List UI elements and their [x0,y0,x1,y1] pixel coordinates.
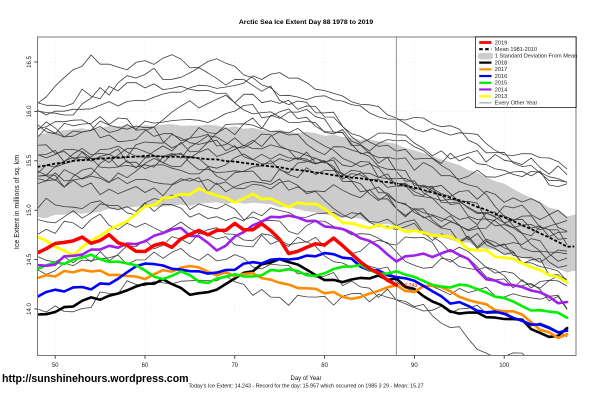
svg-text:15.5: 15.5 [27,154,33,166]
svg-text:14.5: 14.5 [27,253,33,265]
svg-text:90: 90 [411,363,418,369]
svg-text:Mean 1981-2010: Mean 1981-2010 [495,47,537,53]
svg-text:2017: 2017 [495,67,507,73]
svg-text:70: 70 [231,363,238,369]
svg-text:Arctic Sea Ice Extent Day 88 1: Arctic Sea Ice Extent Day 88 1978 to 201… [239,19,373,26]
svg-text:1 Standard Deviation From Mean: 1 Standard Deviation From Mean [495,54,577,60]
svg-text:2018: 2018 [495,60,507,66]
svg-text:50: 50 [52,363,59,369]
svg-text:16.5: 16.5 [27,56,33,68]
svg-text:Ice Extent in millions of sq.: Ice Extent in millions of sq. km [14,155,21,249]
svg-text:2014: 2014 [495,87,507,93]
svg-text:15.0: 15.0 [27,204,33,216]
svg-text:Day of Year: Day of Year [290,376,321,382]
svg-text:100: 100 [499,363,510,369]
svg-text:14.0: 14.0 [27,303,33,315]
svg-text:80: 80 [321,363,328,369]
svg-text:2013: 2013 [495,94,507,100]
svg-text:2016: 2016 [495,74,507,80]
svg-text:60: 60 [142,363,149,369]
svg-text:14.243: 14.243 [401,283,417,289]
svg-text:16.0: 16.0 [27,105,33,117]
svg-text:2015: 2015 [495,81,507,87]
svg-text:Every Other Year: Every Other Year [495,101,538,107]
svg-text:2019: 2019 [495,40,507,46]
svg-text:Today's Ice Extent: 14.243 -: Today's Ice Extent: 14.243 - Record for … [188,384,423,390]
